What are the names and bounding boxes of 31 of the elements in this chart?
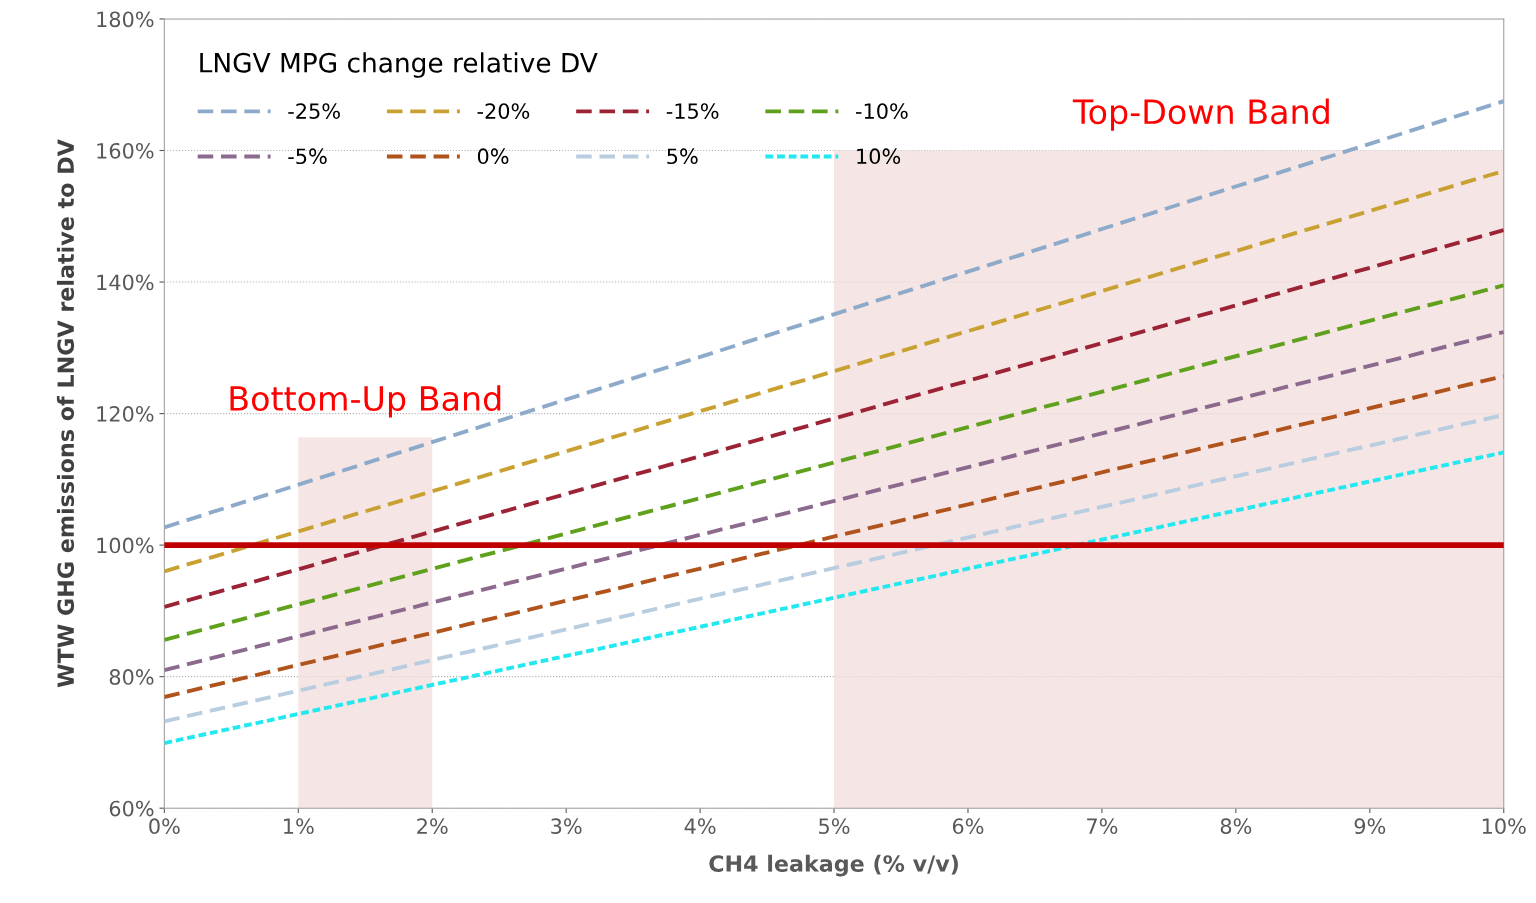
x-tick-label: 1% bbox=[284, 818, 314, 835]
y-tick-label: 80% bbox=[109, 669, 154, 685]
annotation: Bottom-Up Band bbox=[230, 385, 501, 418]
x-tick-label: 2% bbox=[417, 818, 448, 835]
legend-label: -25% bbox=[288, 103, 340, 119]
legend-label: 5% bbox=[667, 148, 698, 165]
legend-label: 0% bbox=[477, 148, 509, 165]
x-tick-label: 7% bbox=[1087, 818, 1118, 835]
legend-title: LNGV MPG change relative DV bbox=[200, 52, 598, 78]
y-tick-label: 180% bbox=[97, 11, 154, 28]
x-tick-label: 0% bbox=[149, 818, 180, 835]
legend-label: -10% bbox=[856, 103, 908, 119]
y-tick-label: 140% bbox=[97, 274, 154, 291]
y-tick-label: 120% bbox=[97, 406, 154, 422]
annotation: Top-Down Band bbox=[1072, 98, 1329, 131]
legend-label: -15% bbox=[666, 103, 719, 119]
legend-label: -20% bbox=[477, 103, 530, 119]
x-tick-label: 10% bbox=[1482, 818, 1526, 835]
x-tick-label: 3% bbox=[551, 818, 582, 835]
x-tick-label: 6% bbox=[952, 818, 984, 835]
x-tick-label: 9% bbox=[1354, 818, 1386, 835]
y-axis-title: WTW GHG emissions of LNGV relative to DV bbox=[56, 139, 75, 688]
x-tick-label: 4% bbox=[684, 818, 716, 835]
x-tick-label: 5% bbox=[819, 818, 850, 835]
y-tick-label: 60% bbox=[109, 800, 154, 817]
legend-label: -5% bbox=[288, 148, 327, 165]
legend-label: 10% bbox=[857, 148, 901, 165]
y-tick-label: 160% bbox=[97, 142, 154, 159]
x-tick-label: 8% bbox=[1220, 818, 1252, 835]
x-axis-title: CH4 leakage (% v/v) bbox=[709, 854, 958, 877]
y-tick-label: 100% bbox=[97, 537, 154, 554]
